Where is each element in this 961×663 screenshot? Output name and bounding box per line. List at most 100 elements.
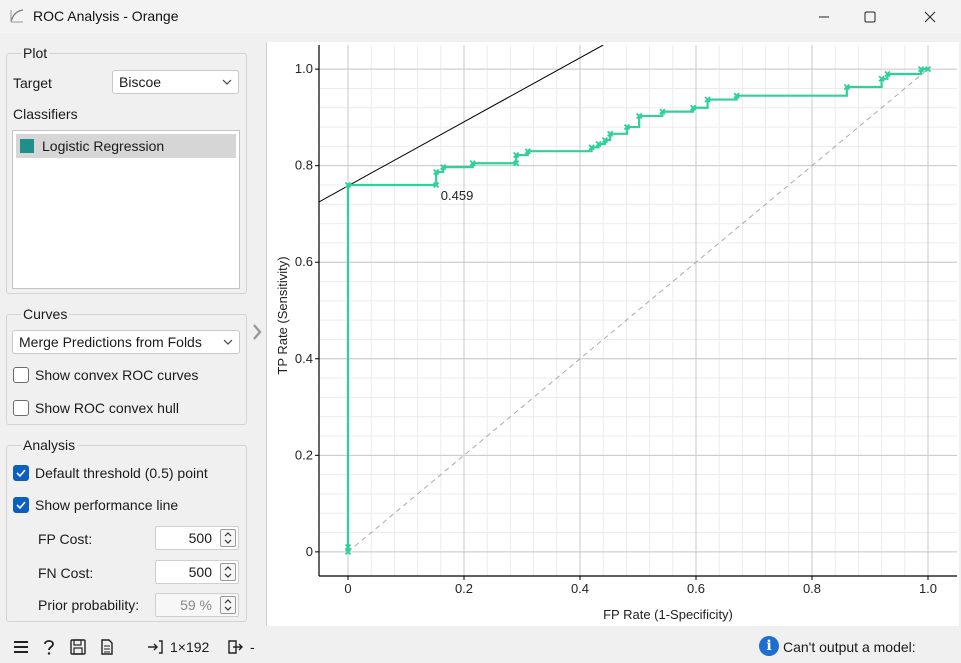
minimize-icon [819,16,829,17]
performance-line-checkbox[interactable]: Show performance line [13,497,178,513]
roc-point-marker [513,151,520,159]
roc-point-marker [623,123,631,131]
input-data-icon [148,640,163,654]
roc-point-marker [588,144,595,151]
chevron-down-icon [223,339,233,345]
fp-cost-value: 500 [188,530,212,546]
y-tick-label: 0 [306,544,313,559]
analysis-group-title: Analysis [21,437,78,453]
y-tick-label: 0.4 [295,351,313,366]
info-icon[interactable]: i [759,636,779,656]
y-tick-label: 0.2 [295,447,313,462]
prior-probability-stepper[interactable] [220,596,236,614]
spin-up-icon[interactable] [221,597,235,605]
roc-point-marker [704,96,711,103]
roc-point-marker [439,163,447,171]
maximize-button[interactable] [847,0,893,33]
roc-point-marker [733,92,740,99]
roc-point-marker [513,160,520,167]
performance-line-label: Show performance line [35,497,179,513]
save-icon[interactable] [69,638,87,656]
menu-icon[interactable] [12,638,30,656]
checkmark-icon [16,469,26,478]
classifier-color-swatch [20,139,34,153]
title-bar: ROC Analysis - Orange [0,0,961,33]
roc-point-marker [659,108,666,115]
x-tick-label: 0.2 [455,581,473,596]
fn-cost-stepper[interactable] [220,563,236,581]
chance-diagonal-line [347,68,929,553]
window-title: ROC Analysis - Orange [33,8,179,24]
show-convex-curves-checkbox[interactable]: Show convex ROC curves [13,367,198,383]
fp-cost-spinbox[interactable]: 500 [155,526,239,550]
classifiers-list[interactable]: Logistic Regression [12,130,240,289]
merge-folds-select[interactable]: Merge Predictions from Folds [12,330,240,354]
prior-probability-spinbox[interactable]: 59 % [155,593,239,617]
plot-group-title: Plot [21,45,50,61]
spin-down-icon[interactable] [221,538,235,546]
output-data-text: - [250,639,255,655]
roc-chart[interactable]: 0 0.2 0.4 0.6 0.8 1.0 0 0.2 0.4 0.6 0.8 1.0 FP Rate … [267,42,960,626]
checkbox-box[interactable] [13,465,29,481]
prior-probability-value: 59 % [180,597,212,613]
spin-down-icon[interactable] [221,605,235,613]
default-threshold-label: Default threshold (0.5) point [35,465,208,481]
merge-folds-value: Merge Predictions from Folds [19,334,202,350]
list-item[interactable]: Logistic Regression [16,134,236,158]
roc-point-marker [607,130,614,137]
roc-point-marker [469,160,476,167]
roc-plot-area[interactable]: 0 0.2 0.4 0.6 0.8 1.0 0 0.2 0.4 0.6 0.8 1.0 FP Rate … [266,42,959,626]
status-bar: 1×192 - Can't output a model: [0,631,961,663]
x-tick-label: 0.8 [803,581,821,596]
curves-group-title: Curves [21,306,70,322]
x-axis-label: FP Rate (1-Specificity) [603,607,733,622]
target-select-value: Biscoe [119,74,162,90]
show-convex-hull-label: Show ROC convex hull [35,400,179,416]
roc-point-marker [636,112,643,120]
checkbox-box[interactable] [13,497,29,513]
y-tick-label: 0.8 [295,158,313,173]
roc-point-marker [878,75,885,82]
show-convex-curves-label: Show convex ROC curves [35,367,199,383]
output-data-icon [228,640,243,654]
classifiers-label: Classifiers [13,106,78,122]
roc-point-marker [344,543,352,551]
chevron-down-icon [222,79,232,85]
spin-up-icon[interactable] [221,564,235,572]
roc-point-marker [843,83,850,91]
target-select[interactable]: Biscoe [112,70,239,94]
spin-up-icon[interactable] [221,530,235,538]
roc-point-marker [433,168,440,176]
close-button[interactable] [907,0,953,33]
roc-curve [346,68,928,552]
roc-point-marker [884,70,891,78]
roc-point-marker [601,136,609,144]
minimize-button[interactable] [801,0,847,33]
roc-point-marker [344,181,352,189]
fn-cost-spinbox[interactable]: 500 [155,560,239,584]
default-threshold-checkbox[interactable]: Default threshold (0.5) point [13,465,208,481]
maximize-icon [864,11,876,22]
fp-cost-stepper[interactable] [220,529,236,547]
classifier-name: Logistic Regression [42,138,165,154]
show-convex-hull-checkbox[interactable]: Show ROC convex hull [13,400,179,416]
collapse-panel-handle[interactable] [250,318,264,346]
performance-line [319,45,604,203]
roc-point-marker [524,148,531,155]
roc-point-marker [433,181,440,189]
input-data-count: 1×192 [170,639,210,655]
help-icon[interactable] [40,638,58,656]
fn-cost-label: FN Cost: [38,565,94,581]
checkbox-box[interactable] [13,367,29,383]
roc-point-marker [344,548,352,556]
spin-down-icon[interactable] [221,572,235,580]
report-icon[interactable] [98,638,116,656]
target-label: Target [13,75,52,91]
checkbox-box[interactable] [13,400,29,416]
threshold-label: 0.459 [441,188,474,203]
fn-cost-value: 500 [188,564,212,580]
x-tick-label: 0 [344,581,351,596]
x-tick-label: 0.4 [571,581,589,596]
y-axis-label: TP Rate (Sensitivity) [275,256,290,374]
roc-point-marker [917,66,925,73]
